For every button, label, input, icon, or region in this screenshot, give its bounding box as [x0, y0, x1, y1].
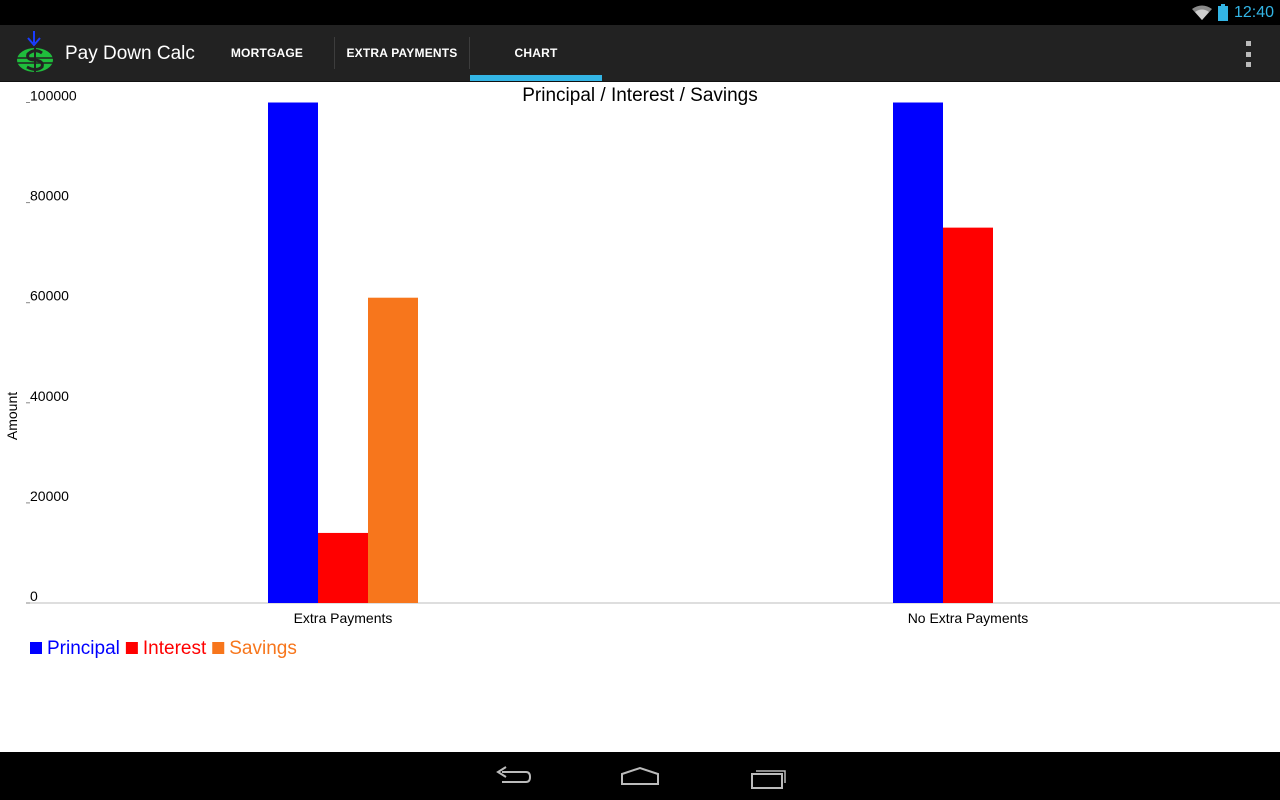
chart-legend: Principal Interest Savings	[30, 638, 297, 659]
overflow-menu-icon[interactable]	[1236, 41, 1260, 67]
y-axis-ticks: 0 20000 40000 60000 80000 100000	[26, 88, 77, 604]
dollar-down-arrow-icon[interactable]	[14, 29, 58, 75]
bar-principal	[893, 102, 943, 603]
home-icon[interactable]	[618, 762, 662, 792]
y-tick-label: 100000	[30, 88, 77, 104]
tab-mortgage-label: MORTGAGE	[230, 46, 304, 60]
bar-interest	[943, 227, 993, 603]
bar-principal	[268, 102, 318, 603]
battery-icon	[1217, 4, 1228, 21]
tab-divider	[334, 37, 335, 69]
tab-chart[interactable]: CHART	[470, 25, 602, 81]
chart-title: Principal / Interest / Savings	[522, 85, 758, 106]
chart-area: Principal / Interest / Savings Amount 0 2…	[0, 81, 1280, 752]
bar-chart: Principal / Interest / Savings Amount 0 2…	[4, 85, 1280, 659]
tab-extra-payments-label: EXTRA PAYMENTS	[346, 46, 458, 60]
recent-apps-icon[interactable]	[746, 762, 790, 792]
y-tick-label: 80000	[30, 188, 69, 204]
legend-swatch	[30, 642, 42, 654]
back-icon[interactable]	[490, 762, 534, 792]
x-axis-ticks: Extra Payments No Extra Payments	[294, 610, 1029, 626]
selected-tab-indicator	[470, 75, 602, 81]
status-bar: 12:40	[0, 0, 1280, 25]
tab-chart-label: CHART	[514, 46, 558, 60]
bar-interest	[318, 532, 368, 603]
y-axis-label: Amount	[4, 392, 20, 440]
action-bar: Pay Down Calc MORTGAGE EXTRA PAYMENTS CH…	[0, 25, 1280, 82]
legend-swatch	[125, 642, 138, 654]
wifi-icon	[1191, 5, 1212, 20]
bars	[268, 102, 993, 603]
tab-extra-payments[interactable]: EXTRA PAYMENTS	[335, 25, 469, 81]
status-icons: 12:40	[1191, 0, 1274, 25]
legend-label: Principal	[47, 638, 120, 659]
y-tick-label: 60000	[30, 288, 69, 304]
app-title: Pay Down Calc	[65, 43, 195, 64]
tab-divider	[469, 37, 470, 69]
y-tick-label: 40000	[30, 388, 69, 404]
legend-label: Savings	[229, 638, 297, 659]
legend-label: Interest	[143, 638, 207, 659]
legend-swatch	[212, 642, 225, 654]
bar-savings	[368, 297, 418, 603]
x-tick-label: Extra Payments	[294, 610, 393, 626]
status-clock: 12:40	[1233, 3, 1274, 21]
tab-mortgage[interactable]: MORTGAGE	[200, 25, 334, 81]
x-tick-label: No Extra Payments	[908, 610, 1029, 626]
y-tick-label: 0	[30, 588, 38, 604]
navigation-bar	[0, 752, 1280, 800]
y-tick-label: 20000	[30, 488, 69, 504]
